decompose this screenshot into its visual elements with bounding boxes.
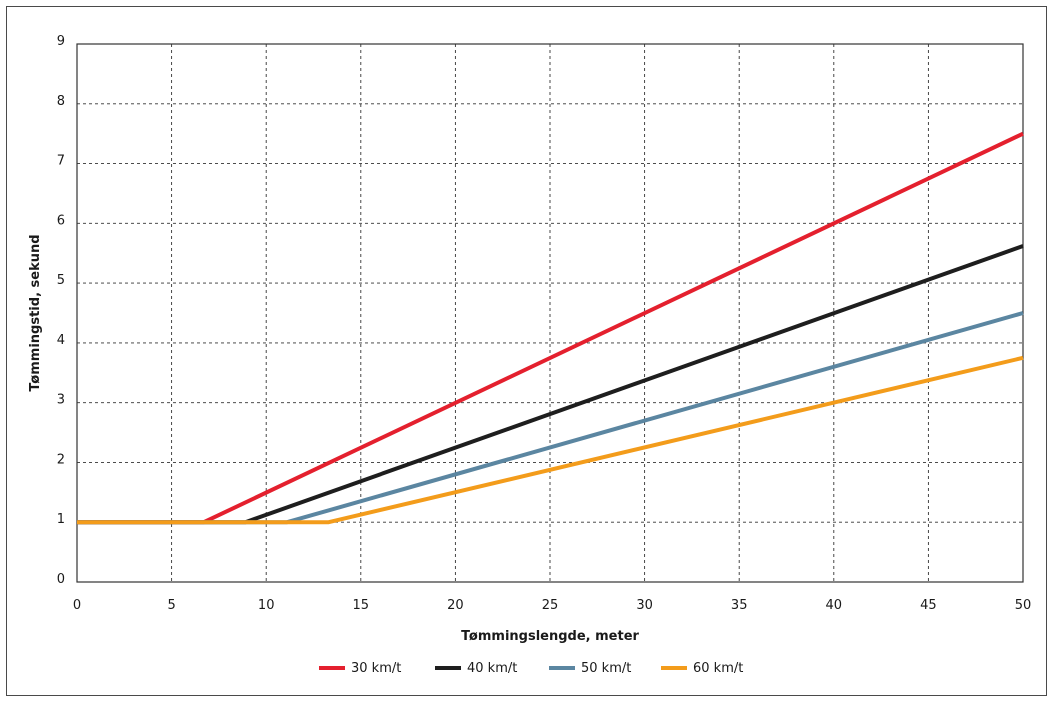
- y-axis-title: Tømmingstid, sekund: [28, 234, 43, 391]
- x-tick-label: 15: [353, 598, 370, 613]
- x-tick-label: 45: [920, 598, 937, 613]
- legend-item: 40 km/t: [435, 661, 517, 676]
- legend-label: 50 km/t: [581, 661, 631, 676]
- legend-label: 30 km/t: [351, 661, 401, 676]
- series-line: [77, 244, 1024, 525]
- x-tick-label: 20: [447, 598, 464, 613]
- x-tick-label: 40: [826, 598, 843, 613]
- x-tick-label: 25: [542, 598, 559, 613]
- legend: 30 km/t 40 km/t 50 km/t 60 km/t: [319, 661, 743, 676]
- x-tick-label: 30: [636, 598, 653, 613]
- y-tick-label: 1: [57, 512, 65, 527]
- y-tick-labels: 0 1 2 3 4 5 6 7 8 9: [57, 34, 65, 587]
- series-line: [77, 355, 1024, 525]
- legend-label: 60 km/t: [693, 661, 743, 676]
- y-tick-label: 2: [57, 452, 65, 467]
- y-tick-label: 4: [57, 333, 65, 348]
- x-tick-label: 5: [167, 598, 175, 613]
- x-axis-title: Tømmingslengde, meter: [461, 629, 639, 644]
- chart-frame: [6, 6, 1047, 696]
- series-lines: [77, 131, 1024, 525]
- x-tick-label: 35: [731, 598, 748, 613]
- grid: [77, 44, 1023, 582]
- y-tick-label: 0: [57, 572, 65, 587]
- legend-label: 40 km/t: [467, 661, 517, 676]
- legend-item: 50 km/t: [549, 661, 631, 676]
- x-tick-label: 50: [1015, 598, 1032, 613]
- x-tick-label: 0: [73, 598, 81, 613]
- y-tick-label: 9: [57, 34, 65, 49]
- x-tick-label: 10: [258, 598, 275, 613]
- y-tick-label: 5: [57, 273, 65, 288]
- y-tick-label: 8: [57, 94, 65, 109]
- x-tick-labels: 0 5 10 15 20 25 30 35 40 45 50: [73, 598, 1031, 613]
- legend-item: 60 km/t: [661, 661, 743, 676]
- legend-item: 30 km/t: [319, 661, 401, 676]
- y-tick-label: 6: [57, 213, 65, 228]
- y-tick-label: 3: [57, 393, 65, 408]
- y-tick-label: 7: [57, 154, 65, 169]
